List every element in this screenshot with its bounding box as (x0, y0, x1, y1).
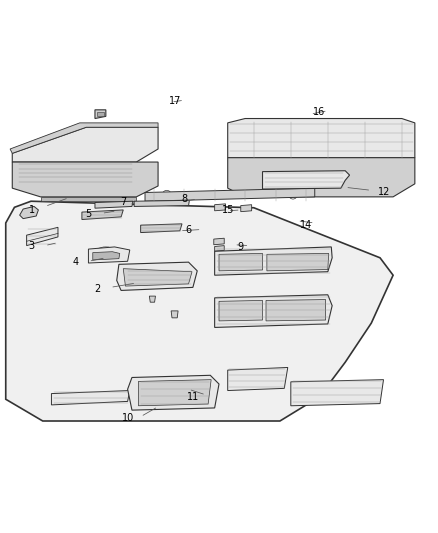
Text: 3: 3 (29, 240, 35, 251)
Polygon shape (215, 247, 332, 275)
Polygon shape (12, 162, 158, 197)
Text: 4: 4 (72, 257, 78, 267)
Polygon shape (41, 197, 136, 201)
Polygon shape (6, 201, 393, 421)
Polygon shape (241, 205, 252, 212)
Polygon shape (228, 367, 288, 391)
Polygon shape (215, 295, 332, 327)
Polygon shape (267, 254, 328, 271)
Polygon shape (82, 210, 123, 220)
Text: 2: 2 (94, 284, 100, 294)
Bar (97, 111, 104, 116)
Text: 11: 11 (187, 392, 199, 402)
Text: 16: 16 (313, 107, 325, 117)
Polygon shape (215, 204, 226, 211)
Polygon shape (27, 228, 58, 246)
Polygon shape (219, 254, 262, 271)
Text: 10: 10 (121, 413, 134, 423)
Polygon shape (123, 269, 192, 286)
Text: 1: 1 (29, 205, 35, 215)
Text: 7: 7 (120, 197, 127, 207)
Polygon shape (219, 301, 262, 321)
Text: 9: 9 (238, 242, 244, 252)
Text: 8: 8 (181, 194, 187, 204)
Polygon shape (171, 311, 178, 318)
Text: 12: 12 (378, 187, 391, 197)
Polygon shape (214, 238, 224, 245)
Text: 5: 5 (85, 209, 92, 219)
Polygon shape (266, 300, 325, 321)
Polygon shape (93, 252, 120, 260)
Polygon shape (95, 110, 106, 118)
Polygon shape (215, 246, 224, 251)
Polygon shape (10, 123, 158, 154)
Polygon shape (88, 247, 130, 263)
Polygon shape (138, 379, 211, 406)
Polygon shape (141, 224, 182, 232)
Text: 15: 15 (222, 205, 234, 215)
Polygon shape (145, 188, 315, 201)
Polygon shape (127, 375, 219, 410)
Polygon shape (291, 379, 384, 406)
Polygon shape (134, 200, 189, 206)
Polygon shape (20, 206, 39, 219)
Polygon shape (228, 118, 415, 158)
Text: 14: 14 (300, 220, 312, 230)
Polygon shape (262, 171, 350, 189)
Text: 6: 6 (185, 224, 191, 235)
Polygon shape (228, 158, 415, 197)
Polygon shape (51, 391, 130, 405)
Polygon shape (149, 296, 155, 302)
Text: 17: 17 (170, 96, 182, 106)
Polygon shape (95, 201, 133, 208)
Polygon shape (117, 262, 197, 290)
Polygon shape (12, 127, 158, 162)
